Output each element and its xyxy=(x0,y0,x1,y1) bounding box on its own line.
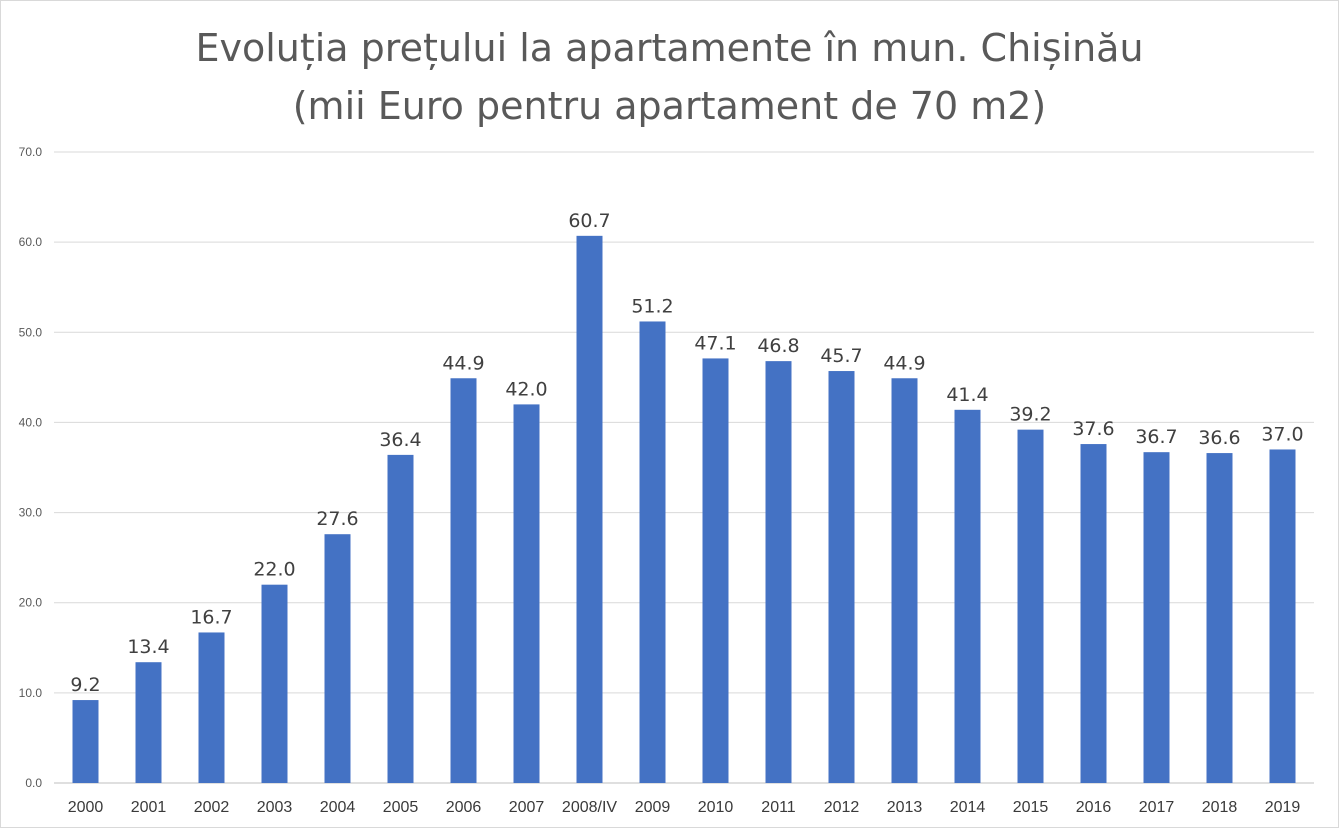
bar xyxy=(198,632,225,783)
x-tick-label: 2002 xyxy=(194,799,230,816)
bar xyxy=(828,371,855,783)
data-label: 13.4 xyxy=(127,636,169,658)
x-tick-label: 2015 xyxy=(1013,799,1049,816)
y-tick-label: 60.0 xyxy=(19,235,43,249)
bar xyxy=(72,700,99,783)
y-tick-label: 0.0 xyxy=(25,776,42,790)
bar xyxy=(954,409,981,783)
x-tick-label: 2016 xyxy=(1076,799,1112,816)
data-label: 16.7 xyxy=(190,606,232,628)
bar xyxy=(702,358,729,783)
bar xyxy=(1143,452,1170,783)
x-tick-label: 2003 xyxy=(257,799,293,816)
y-tick-label: 50.0 xyxy=(19,325,43,339)
bar xyxy=(387,454,414,783)
x-tick-label: 2005 xyxy=(383,799,419,816)
y-tick-label: 70.0 xyxy=(19,145,43,159)
data-label: 36.4 xyxy=(379,429,421,451)
bar xyxy=(576,235,603,783)
bar xyxy=(891,378,918,783)
data-label: 46.8 xyxy=(757,335,799,357)
x-tick-label: 2014 xyxy=(950,799,986,816)
x-tick-label: 2013 xyxy=(887,799,923,816)
data-label: 47.1 xyxy=(694,332,736,354)
x-tick-label: 2008/IV xyxy=(562,799,617,816)
bar xyxy=(1017,429,1044,783)
x-tick-label: 2001 xyxy=(131,799,167,816)
data-label: 22.0 xyxy=(253,559,295,581)
data-label: 44.9 xyxy=(883,352,925,374)
data-label: 45.7 xyxy=(820,345,862,367)
data-label: 41.4 xyxy=(946,384,988,406)
bar xyxy=(1206,453,1233,783)
bar xyxy=(135,662,162,783)
chart-title-line2: (mii Euro pentru apartament de 70 m2) xyxy=(292,84,1047,128)
x-tick-label: 2006 xyxy=(446,799,482,816)
data-label: 36.6 xyxy=(1198,427,1240,449)
chart-title: Evoluția prețului la apartamente în mun.… xyxy=(1,19,1338,135)
bar xyxy=(1080,444,1107,783)
data-label: 9.2 xyxy=(70,674,100,696)
data-label: 42.0 xyxy=(505,378,547,400)
bar xyxy=(324,534,351,783)
y-tick-label: 30.0 xyxy=(19,506,43,520)
data-label: 39.2 xyxy=(1009,404,1051,426)
x-tick-label: 2010 xyxy=(698,799,734,816)
bar xyxy=(261,584,288,783)
y-tick-label: 10.0 xyxy=(19,686,43,700)
data-label: 60.7 xyxy=(568,210,610,232)
x-tick-label: 2017 xyxy=(1139,799,1175,816)
bar xyxy=(765,361,792,783)
data-label: 44.9 xyxy=(442,352,484,374)
data-label: 37.0 xyxy=(1261,423,1303,445)
x-tick-label: 2000 xyxy=(68,799,104,816)
y-tick-label: 20.0 xyxy=(19,596,43,610)
chart-title-line1: Evoluția prețului la apartamente în mun.… xyxy=(195,26,1144,70)
data-label: 36.7 xyxy=(1135,426,1177,448)
data-label: 37.6 xyxy=(1072,418,1114,440)
x-tick-label: 2009 xyxy=(635,799,671,816)
data-label: 27.6 xyxy=(316,508,358,530)
y-tick-label: 40.0 xyxy=(19,415,43,429)
x-tick-label: 2018 xyxy=(1202,799,1238,816)
x-tick-label: 2012 xyxy=(824,799,860,816)
x-tick-label: 2019 xyxy=(1265,799,1301,816)
data-label: 51.2 xyxy=(631,295,673,317)
bar xyxy=(450,378,477,783)
bar xyxy=(1269,449,1296,783)
x-tick-label: 2007 xyxy=(509,799,545,816)
bar xyxy=(513,404,540,783)
x-tick-label: 2011 xyxy=(761,799,796,816)
x-tick-label: 2004 xyxy=(320,799,356,816)
bar xyxy=(639,321,666,783)
